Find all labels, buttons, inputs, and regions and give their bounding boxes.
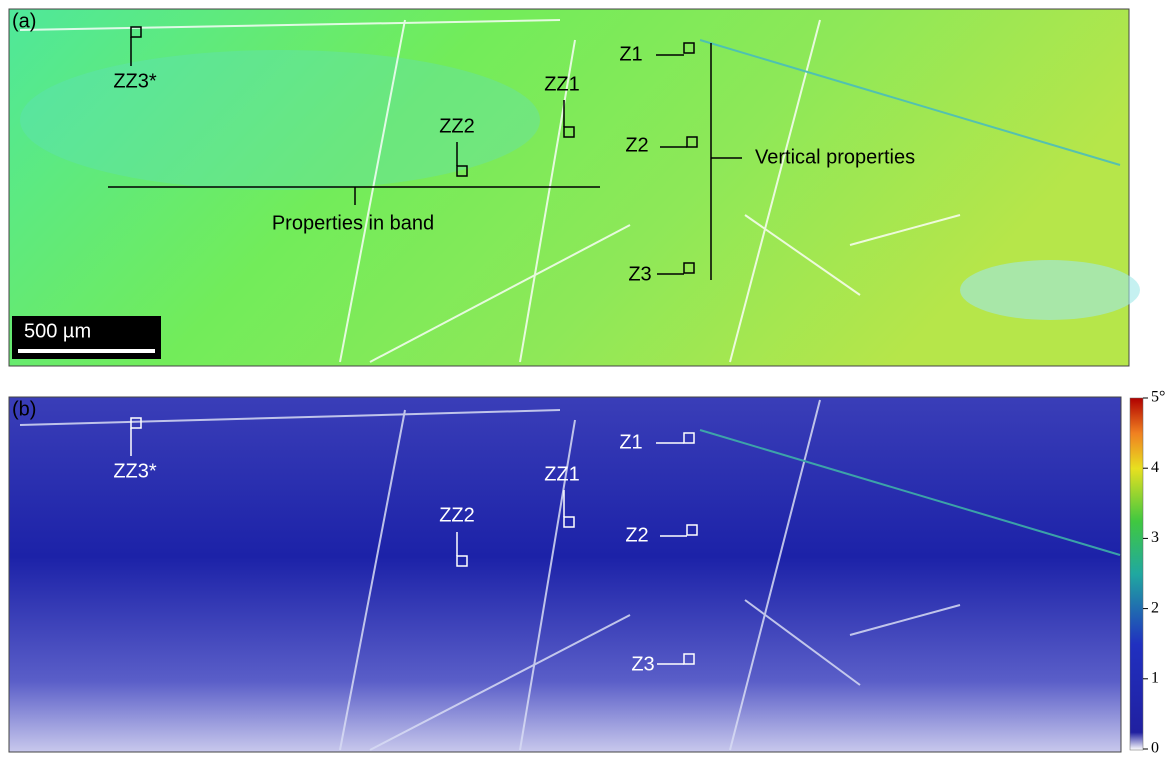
colorbar-tick-label: 0	[1151, 740, 1159, 757]
annotation: Z1	[619, 43, 642, 65]
texture	[20, 50, 540, 190]
colorbar-tick-label: 4	[1151, 459, 1159, 476]
annotation: ZZ2	[439, 115, 475, 137]
colorbar-tick-label: 1	[1151, 669, 1159, 686]
annotation: ZZ3*	[113, 460, 157, 482]
band-bracket: Properties in band	[108, 186, 600, 234]
scale-bar: 500 µm	[12, 316, 161, 359]
colorbar-tick-label: 2	[1151, 599, 1159, 616]
marker: ZZ2	[439, 504, 475, 567]
marker: ZZ3*	[113, 26, 157, 92]
panel-label: (b)	[12, 398, 36, 420]
marker: ZZ1	[544, 463, 580, 528]
annotation: ZZ3*	[113, 70, 157, 92]
marker: ZZ3*	[113, 417, 157, 482]
vertical-bracket: Vertical properties	[710, 43, 915, 280]
marker: Z2	[625, 524, 698, 546]
annotation: Z2	[625, 134, 648, 156]
marker: Z3	[628, 262, 695, 285]
marker: ZZ2	[439, 115, 475, 177]
colorbar-tick-label: 3	[1151, 529, 1159, 546]
colorbar-scale	[1129, 397, 1144, 751]
panel-a: (a) ZZ3* ZZ1 ZZ2 Z1 Z2 Z3 Properties in …	[8, 8, 1140, 367]
panel-b: (b) ZZ3* ZZ1 ZZ2 Z1 Z2 Z3	[8, 396, 1122, 753]
colorbar: 5° 4 3 2 1 0	[1129, 389, 1165, 757]
band-label: Properties in band	[272, 212, 434, 234]
marker: Z3	[631, 653, 695, 675]
streaks	[19, 399, 1121, 751]
marker: Z1	[619, 431, 695, 453]
annotation: Z2	[625, 524, 648, 546]
panel-label: (a)	[12, 10, 36, 32]
scale-bar-label: 500 µm	[24, 320, 91, 342]
texture	[960, 260, 1140, 320]
map-image	[8, 396, 1122, 753]
vertical-label: Vertical properties	[755, 146, 915, 168]
marker: ZZ1	[544, 73, 580, 138]
marker: Z2	[625, 134, 698, 156]
streaks	[19, 19, 1121, 363]
marker: Z1	[619, 42, 695, 65]
annotation: ZZ1	[544, 463, 580, 485]
annotation: ZZ1	[544, 73, 580, 95]
annotation: Z3	[628, 263, 651, 285]
annotation: Z3	[631, 653, 654, 675]
annotation: Z1	[619, 431, 642, 453]
colorbar-ticks: 5° 4 3 2 1 0	[1143, 389, 1165, 757]
annotation: ZZ2	[439, 504, 475, 526]
colorbar-tick-label: 5°	[1151, 389, 1165, 406]
